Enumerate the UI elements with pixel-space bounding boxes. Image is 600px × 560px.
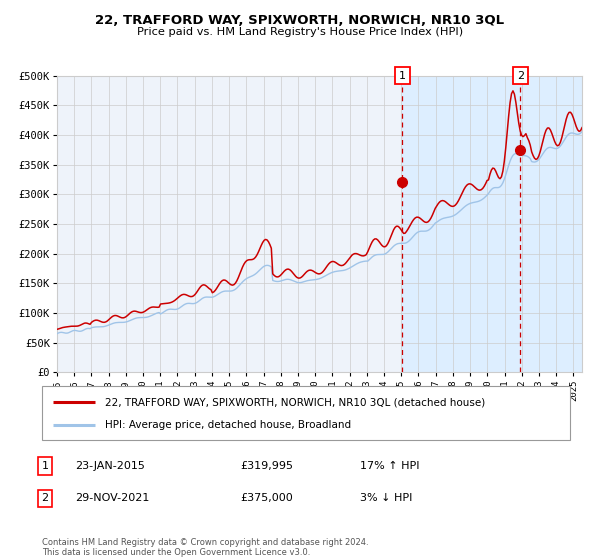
Text: 2: 2 bbox=[517, 71, 524, 81]
Text: Price paid vs. HM Land Registry's House Price Index (HPI): Price paid vs. HM Land Registry's House … bbox=[137, 27, 463, 37]
Text: 17% ↑ HPI: 17% ↑ HPI bbox=[360, 461, 419, 471]
Text: 22, TRAFFORD WAY, SPIXWORTH, NORWICH, NR10 3QL (detached house): 22, TRAFFORD WAY, SPIXWORTH, NORWICH, NR… bbox=[106, 398, 485, 407]
Text: 2: 2 bbox=[41, 493, 49, 503]
Bar bbox=[403, 76, 599, 372]
Text: 1: 1 bbox=[41, 461, 49, 471]
Text: 22, TRAFFORD WAY, SPIXWORTH, NORWICH, NR10 3QL: 22, TRAFFORD WAY, SPIXWORTH, NORWICH, NR… bbox=[95, 14, 505, 27]
Text: £375,000: £375,000 bbox=[240, 493, 293, 503]
Text: 1: 1 bbox=[399, 71, 406, 81]
Text: 3% ↓ HPI: 3% ↓ HPI bbox=[360, 493, 412, 503]
Text: Contains HM Land Registry data © Crown copyright and database right 2024.
This d: Contains HM Land Registry data © Crown c… bbox=[42, 538, 368, 557]
Text: 29-NOV-2021: 29-NOV-2021 bbox=[75, 493, 149, 503]
Text: 23-JAN-2015: 23-JAN-2015 bbox=[75, 461, 145, 471]
Text: £319,995: £319,995 bbox=[240, 461, 293, 471]
FancyBboxPatch shape bbox=[42, 386, 570, 440]
Text: HPI: Average price, detached house, Broadland: HPI: Average price, detached house, Broa… bbox=[106, 419, 352, 430]
